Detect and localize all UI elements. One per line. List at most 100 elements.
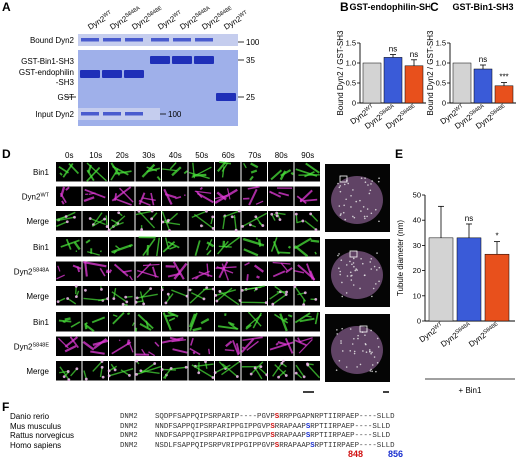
marker-100: 100: [246, 38, 260, 47]
micrograph-frame: [188, 162, 214, 182]
sequence-segment: NSDLFSAPPQIPSRPVRIPPGIPPGVP: [155, 441, 275, 450]
alignment-row: Homo sapiens DNM2 NSDLFSAPPQIPSRPVRIPPGIPP…: [10, 441, 510, 450]
residue-s848: S: [270, 422, 275, 431]
row-label-bound: Bound Dyn2: [30, 36, 75, 45]
residue-s848: S: [274, 413, 280, 421]
row-label: Bin1: [33, 318, 50, 327]
bar: [383, 57, 403, 104]
sequence: NNDFSAPPQIPSRPARIPPGIPPGVPSRRAPAAPSRPTII…: [155, 432, 390, 440]
sequence-segment: RPTIIRPAEP----SLLD: [314, 441, 395, 450]
gst-band: [216, 93, 236, 101]
time-label: 80s: [275, 151, 288, 160]
y-tick-label: 0: [417, 317, 421, 326]
bound-band: [173, 38, 191, 42]
gst-bin1-band: [150, 56, 170, 64]
micrograph-frame: [56, 162, 82, 182]
bound-band: [195, 38, 213, 42]
x-axis-label: + Bin1: [459, 386, 482, 395]
gene-name: DNM2: [120, 422, 138, 431]
y-tick-label: 0.5: [346, 79, 356, 88]
marker-25: 25: [246, 93, 255, 102]
micrograph-frame: [188, 237, 214, 257]
y-tick-label: 10: [413, 291, 421, 300]
micrograph-frame: [135, 336, 161, 356]
panel-d-timelapse: 0s 10s 20s 30s 40s 50s 60s 70s 80s 90s Bin1 Dyn2WT M…: [14, 151, 390, 393]
bar: [452, 62, 472, 104]
panel-label-b: B: [340, 0, 349, 14]
alignment-row: Rattus norvegicus DNM2 NNDFSAPPQIPSRPARIPP…: [10, 431, 510, 440]
panel-label-d: D: [2, 147, 11, 161]
bar: [494, 85, 514, 104]
y-tick-label: 1.5: [436, 39, 446, 48]
gene-name: DNM2: [120, 441, 138, 450]
time-label: 0s: [65, 151, 73, 160]
micrograph-frame: [56, 186, 82, 206]
micrograph-frame: [109, 312, 135, 332]
row-label-gst: GST: [58, 93, 75, 102]
micrograph-frame: [215, 162, 241, 182]
y-tick-label: 50: [413, 191, 421, 200]
row-label: Bin1: [33, 168, 50, 177]
micrograph-frame: [294, 361, 320, 381]
micrograph-frame: [294, 286, 320, 306]
micrograph-frame: [294, 162, 320, 182]
chart-e: Tubule diameter (nm)01020304050Dyn2WTnsD…: [396, 191, 515, 395]
micrograph-frame: [294, 312, 320, 332]
position-848: 848: [348, 449, 364, 459]
bar: [362, 62, 382, 104]
position-856: 856: [388, 449, 404, 459]
row-label: Merge: [26, 367, 49, 376]
micrograph-frame: [82, 286, 108, 306]
panel-label-e: E: [395, 147, 404, 161]
row-label-input: Input Dyn2: [35, 110, 74, 119]
y-tick-label: 1.0: [346, 59, 356, 68]
panel-label-a: A: [2, 0, 11, 14]
bar: [404, 65, 424, 104]
input-band: [81, 112, 99, 116]
roi-box: [339, 175, 348, 183]
gst-endo-band: [80, 70, 100, 78]
time-label: 70s: [248, 151, 261, 160]
time-label: 50s: [195, 151, 208, 160]
micrograph-frame: [109, 286, 135, 306]
significance-label: ns: [479, 55, 487, 64]
sequence: NSDLFSAPPQIPSRPVRIPPGIPPGVPSRRAPAAPSRPTI…: [155, 442, 395, 450]
y-tick-label: 0: [442, 99, 446, 108]
sequence-segment: RRAPAAP: [274, 422, 306, 431]
significance-label: ns: [410, 50, 418, 59]
time-label: 60s: [222, 151, 235, 160]
lane-labels: Dyn2WTDyn2S848ADyn2S848EDyn2WTDyn2S848AD…: [86, 5, 249, 31]
gene-name: DNM2: [120, 432, 138, 440]
bound-band: [81, 38, 99, 42]
micrograph-frame: [268, 312, 294, 332]
residue-s856: S: [305, 432, 311, 440]
y-axis-label: Bound Dyn2 / GST-SH3: [336, 30, 345, 115]
chart-b: GST-endophilin-SH3 Bound Dyn2 / GST-SH3 0 0…: [336, 2, 431, 131]
micrograph-frame: [215, 211, 241, 231]
panel-label-c: C: [430, 0, 439, 14]
y-tick-label: 1.5: [346, 39, 356, 48]
row-label: Bin1: [33, 243, 50, 252]
row-label: Merge: [26, 292, 49, 301]
gst-bin1-band: [194, 56, 214, 64]
row-label: Dyn2WT: [22, 192, 50, 201]
sequence: NNDFSAPPQIPSRPARIPPGIPPGVPSRRAPAAPSRPTII…: [155, 423, 390, 431]
sequence-segment: RPTIIRPAEP----SLLD: [310, 422, 391, 431]
gst-endo-band: [102, 70, 122, 78]
significance-label: *: [495, 232, 498, 241]
species-name: Homo sapiens: [10, 440, 62, 450]
micrograph-frame: [56, 211, 82, 231]
panel-a-blot: Dyn2WTDyn2S848ADyn2S848EDyn2WTDyn2S848AD…: [19, 5, 260, 126]
residue-s856: S: [305, 422, 311, 431]
significance-label: ***: [499, 73, 508, 82]
chart-title: GST-endophilin-SH3: [350, 2, 431, 12]
sequence-segment: RRAPAAP: [274, 432, 306, 440]
sequence-segment: RPTIIRPAEP----SLLD: [310, 432, 391, 440]
alignment-row: Mus musculus DNM2 NNDFSAPPQIPSRPARIPPGIPPG…: [10, 422, 510, 431]
y-axis-label: Bound Dyn2 / GST-SH3: [426, 30, 435, 115]
micrograph-frame: [82, 361, 108, 381]
time-label: 40s: [169, 151, 182, 160]
y-tick-label: 0: [352, 99, 356, 108]
panel-label-f: F: [2, 400, 10, 414]
micrograph-frame: [241, 286, 267, 306]
